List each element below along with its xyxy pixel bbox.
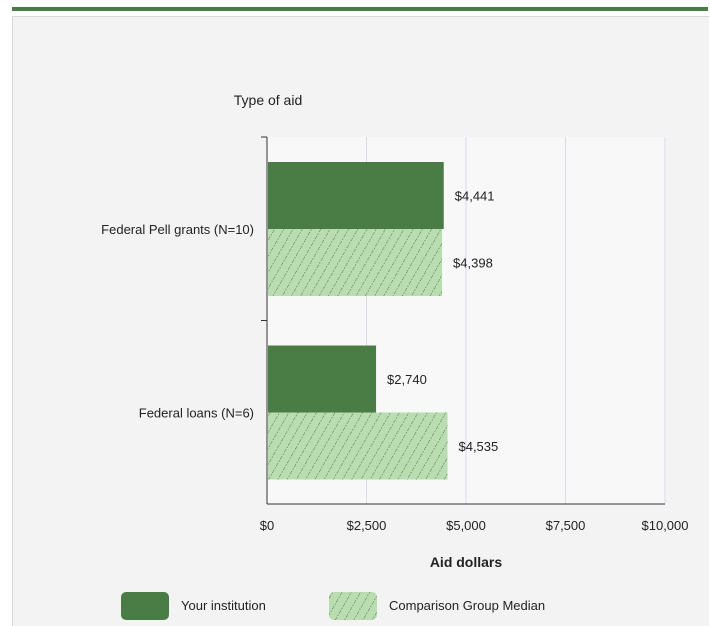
bars: $4,441 $4,398 $2,740 $4,535 (268, 162, 498, 480)
x-tick-label: $10,000 (642, 518, 689, 533)
data-label: $4,535 (458, 439, 498, 454)
data-label: $2,740 (387, 372, 427, 387)
category-label: Federal Pell grants (N=10) (101, 222, 254, 237)
bar-comparison-median (268, 412, 448, 480)
legend-swatch (121, 592, 169, 620)
top-accent-bar (12, 7, 708, 11)
x-tick-label: $7,500 (546, 518, 586, 533)
data-label: $4,398 (453, 256, 493, 271)
legend-label: Comparison Group Median (389, 598, 545, 613)
x-axis-title: Aid dollars (430, 554, 503, 570)
x-tick-label: $0 (260, 518, 274, 533)
legend-swatch (329, 592, 377, 620)
bar-your-institution (268, 162, 444, 229)
legend-label: Your institution (181, 598, 266, 613)
x-tick-label: $5,000 (446, 518, 486, 533)
data-label: $4,441 (455, 189, 495, 204)
legend: Your institution Comparison Group Median (121, 592, 545, 620)
y-axis-title: Type of aid (234, 92, 303, 108)
bar-comparison-median (268, 229, 443, 296)
axes: $0 $2,500 $5,000 $7,500 $10,000 Federal Pell … (101, 136, 689, 533)
x-tick-label: $2,500 (347, 518, 387, 533)
bar-your-institution (268, 345, 377, 413)
category-label: Federal loans (N=6) (139, 406, 254, 421)
